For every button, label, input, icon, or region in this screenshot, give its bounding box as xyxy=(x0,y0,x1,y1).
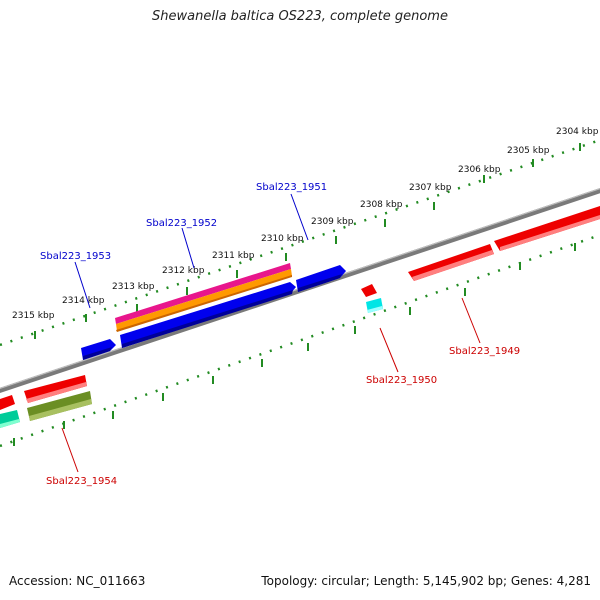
inner-major-ticks xyxy=(13,243,576,446)
gene-feature xyxy=(0,419,20,428)
kbp-label: 2307 kbp xyxy=(409,183,452,193)
gene-feature xyxy=(361,284,377,297)
gene-feature xyxy=(83,347,112,360)
kbp-label: 2310 kbp xyxy=(261,234,304,244)
gene-feature xyxy=(412,250,494,281)
outer-scale-track xyxy=(0,138,600,347)
gene-label: Sbal223_1951 xyxy=(256,182,327,193)
accession-text: Accession: NC_011663 xyxy=(9,574,146,588)
kbp-labels: 2304 kbp 2305 kbp 2306 kbp 2307 kbp 2308… xyxy=(12,127,599,321)
gene-label: Sbal223_1954 xyxy=(46,476,117,487)
gene-feature xyxy=(298,274,342,292)
kbp-label: 2306 kbp xyxy=(458,165,501,175)
kbp-label: 2314 kbp xyxy=(62,296,105,306)
gene-feature xyxy=(122,290,293,348)
gene-label: Sbal223_1952 xyxy=(146,218,217,229)
kbp-label: 2304 kbp xyxy=(556,127,599,137)
genome-title: Shewanella baltica OS223, complete genom… xyxy=(152,9,448,24)
forward-genes xyxy=(0,263,346,410)
kbp-label: 2312 kbp xyxy=(162,266,205,276)
kbp-label: 2305 kbp xyxy=(507,146,550,156)
gene-feature xyxy=(367,306,383,313)
gene-feature xyxy=(115,263,291,324)
gene-label: Sbal223_1953 xyxy=(40,251,111,262)
inner-scale-track xyxy=(0,233,600,448)
kbp-label: 2311 kbp xyxy=(212,251,255,261)
gene-feature xyxy=(116,275,292,332)
outer-major-ticks xyxy=(34,143,581,339)
gene-feature xyxy=(116,269,292,331)
gene-feature xyxy=(0,395,15,410)
kbp-label: 2308 kbp xyxy=(360,200,403,210)
genome-summary-text: Topology: circular; Length: 5,145,902 bp… xyxy=(261,574,591,588)
kbp-label: 2309 kbp xyxy=(311,217,354,227)
label-leaders xyxy=(61,193,481,473)
gene-feature xyxy=(494,206,600,251)
gene-labels: Sbal223_1951 Sbal223_1952 Sbal223_1953 S… xyxy=(40,182,520,487)
kbp-label: 2315 kbp xyxy=(12,311,55,321)
gene-label: Sbal223_1950 xyxy=(366,375,437,386)
gene-label: Sbal223_1949 xyxy=(449,346,520,357)
kbp-label: 2313 kbp xyxy=(112,282,155,292)
gene-feature xyxy=(500,215,600,251)
reverse-genes xyxy=(0,206,600,428)
gene-feature xyxy=(26,382,87,403)
gene-feature xyxy=(29,399,92,421)
